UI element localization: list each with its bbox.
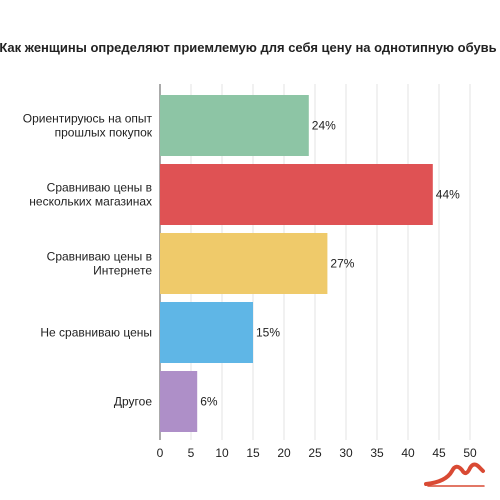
value-label: 6% [200,395,218,409]
category-labels: Ориентируюсь на опыт прошлых покупок Сравн… [23,112,153,409]
brand-logo [424,462,485,487]
bar [160,164,433,225]
value-label: 27% [330,257,354,271]
x-tick-label: 15 [246,446,260,460]
x-tick-label: 25 [308,446,322,460]
x-tick-label: 30 [339,446,353,460]
x-tick-label: 50 [463,446,477,460]
category-label: Сравниваю цены в Интернете [47,250,153,278]
category-label: Не сравниваю цены [40,326,152,340]
value-labels: 24% 44% 27% 15% 6% [200,119,460,409]
bars [160,95,433,432]
bar [160,95,309,156]
value-label: 24% [312,119,336,133]
logo-mark [424,462,485,486]
x-tick-label: 10 [215,446,229,460]
x-axis-ticks: 0 5 10 15 20 25 30 35 40 45 50 [157,446,477,460]
value-label: 44% [436,188,460,202]
category-label: Ориентируюсь на опыт прошлых покупок [23,112,153,140]
bar [160,233,328,294]
x-tick-label: 40 [401,446,415,460]
x-tick-label: 20 [277,446,291,460]
bar [160,302,253,363]
value-label: 15% [256,326,280,340]
bar [160,371,198,432]
category-label: Другое [114,395,152,409]
x-tick-label: 45 [432,446,446,460]
chart-title: Как женщины определяют приемлемую для се… [0,40,497,55]
category-label: Сравниваю цены в нескольких магазинах [29,181,152,209]
x-tick-label: 35 [370,446,384,460]
x-tick-label: 5 [188,446,195,460]
x-tick-label: 0 [157,446,164,460]
